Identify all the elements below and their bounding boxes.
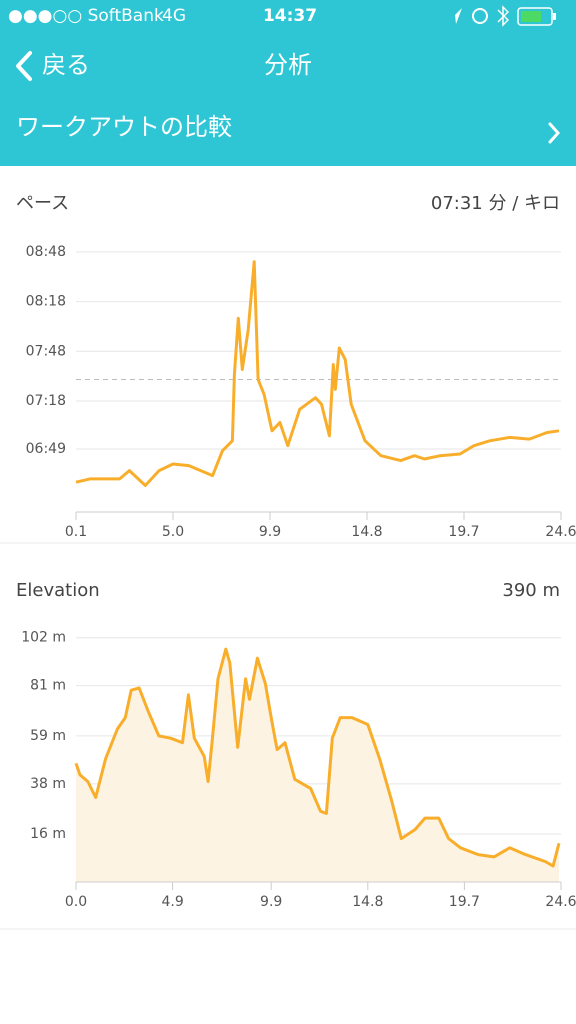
y-tick-label: 08:48 bbox=[26, 244, 66, 260]
chart-summary: 390 m bbox=[502, 580, 560, 601]
y-tick-label: 81 m bbox=[30, 678, 66, 694]
back-chevron[interactable] bbox=[16, 51, 32, 81]
x-tick-label: 14.8 bbox=[351, 524, 382, 540]
x-tick-label: 19.7 bbox=[448, 524, 479, 540]
carrier: ●●●○○ SoftBank bbox=[8, 6, 164, 26]
clock: 14:37 bbox=[263, 6, 317, 26]
x-tick-label: 9.9 bbox=[260, 894, 282, 910]
nav-title: 分析 bbox=[264, 51, 312, 79]
status-icons bbox=[448, 5, 556, 27]
y-tick-label: 38 m bbox=[30, 776, 66, 792]
y-tick-label: 07:18 bbox=[26, 393, 66, 409]
y-tick-label: 07:48 bbox=[26, 343, 66, 359]
x-tick-label: 24.6 bbox=[545, 894, 576, 910]
x-tick-label: 0.0 bbox=[65, 894, 87, 910]
x-tick-label: 9.9 bbox=[259, 524, 281, 540]
network: 4G bbox=[162, 6, 186, 26]
data-line bbox=[74, 647, 561, 868]
compare-chevron[interactable] bbox=[548, 122, 561, 144]
x-tick-label: 19.7 bbox=[449, 894, 480, 910]
header-bg bbox=[0, 0, 576, 166]
x-tick-label: 0.1 bbox=[65, 524, 87, 540]
y-tick-label: 16 m bbox=[30, 826, 66, 842]
area-fill bbox=[76, 649, 559, 882]
y-tick-label: 08:18 bbox=[26, 294, 66, 310]
x-tick-label: 14.8 bbox=[352, 894, 383, 910]
x-tick-label: 24.6 bbox=[545, 524, 576, 540]
compare-label[interactable]: ワークアウトの比較 bbox=[16, 113, 232, 141]
back-button[interactable]: 戻る bbox=[42, 51, 90, 79]
chart-summary: 07:31 分 / キロ bbox=[431, 193, 560, 214]
chart-title: ペース bbox=[16, 193, 69, 214]
y-tick-label: 06:49 bbox=[26, 441, 66, 457]
x-tick-label: 5.0 bbox=[162, 524, 184, 540]
y-tick-label: 102 m bbox=[21, 630, 66, 646]
y-tick-label: 59 m bbox=[30, 728, 66, 744]
x-tick-label: 4.9 bbox=[161, 894, 183, 910]
data-line bbox=[75, 260, 560, 487]
chart-title: Elevation bbox=[16, 580, 100, 601]
